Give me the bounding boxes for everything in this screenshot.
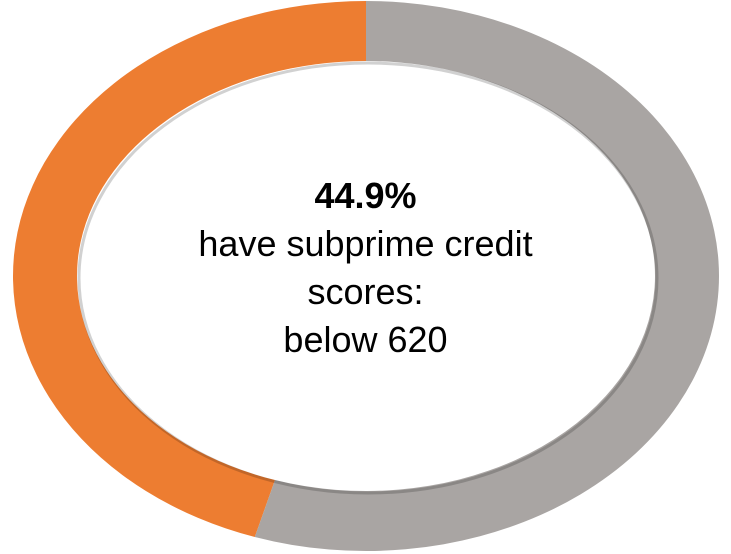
center-percent-label: 44.9%: [314, 175, 417, 216]
donut-inner-shadow: [77, 61, 659, 495]
donut-slice-other: [254, 1, 719, 551]
center-description-line-1: have subprime credit: [198, 223, 533, 264]
donut-slices: [12, 1, 719, 551]
center-description-line-3: below 620: [283, 319, 448, 360]
donut-slice-subprime: [12, 1, 366, 538]
center-description-line-2: scores:: [307, 271, 424, 312]
